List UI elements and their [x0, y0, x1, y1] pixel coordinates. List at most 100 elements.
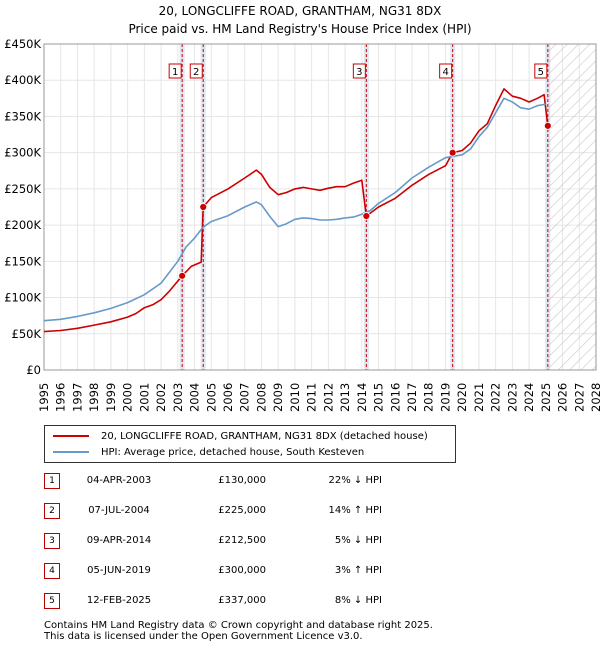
legend-swatch-property: [53, 435, 89, 437]
x-tick-label: 2008: [254, 383, 268, 412]
row-hpi-diff: 8% ↓ HPI: [334, 595, 382, 606]
sale-point: [543, 121, 552, 130]
x-tick-label: 2011: [305, 383, 319, 412]
transaction-label: 5: [538, 67, 544, 78]
x-tick-label: 2028: [589, 383, 600, 412]
table-row: 2 07-JUL-2004 £225,000 14% ↑ HPI: [44, 503, 464, 519]
transaction-label-box: [534, 63, 548, 79]
row-date: 09-APR-2014: [86, 535, 152, 546]
transaction-label-box: [439, 63, 453, 79]
chart-title-line2: Price paid vs. HM Land Registry's House …: [128, 22, 472, 36]
row-number-badge: 4: [44, 563, 60, 579]
x-tick-label: 2005: [204, 383, 218, 412]
x-tick-label: 2013: [338, 383, 352, 412]
plot-frame: [43, 43, 597, 371]
series-line-hpi: [43, 97, 546, 322]
transaction-label: 3: [356, 67, 362, 78]
row-price: £225,000: [218, 505, 266, 516]
sale-point: [362, 212, 371, 220]
series-line-property: [43, 88, 549, 333]
x-tick-label: 2021: [472, 383, 486, 412]
x-tick-label: 2023: [505, 383, 519, 412]
transaction-label: 4: [442, 67, 448, 78]
legend-swatch-hpi: [53, 451, 89, 453]
y-tick-label: £100K: [4, 291, 41, 305]
y-tick-label: £450K: [4, 37, 41, 51]
x-tick-label: 2014: [355, 383, 369, 412]
x-tick-label: 2025: [539, 383, 553, 412]
y-tick-label: £150K: [4, 254, 41, 268]
transaction-label-box: [352, 63, 366, 79]
row-date: 12-FEB-2025: [86, 595, 152, 606]
table-row: 4 05-JUN-2019 £300,000 3% ↑ HPI: [44, 563, 464, 579]
row-hpi-diff: 3% ↑ HPI: [334, 565, 382, 576]
x-tick-label: 2006: [221, 383, 235, 412]
y-tick-label: £350K: [4, 109, 41, 123]
footer-copyright: Contains HM Land Registry data © Crown c…: [44, 620, 433, 631]
row-hpi-diff: 5% ↓ HPI: [334, 535, 382, 546]
row-date: 07-JUL-2004: [88, 505, 150, 516]
y-tick-label: £50K: [12, 327, 42, 341]
x-tick-label: 2022: [489, 383, 503, 412]
transaction-label: 1: [172, 67, 178, 78]
x-tick-label: 2020: [455, 383, 469, 412]
x-tick-label: 2019: [438, 383, 452, 412]
legend-label-hpi: HPI: Average price, detached house, Sout…: [101, 446, 365, 458]
x-tick-label: 2010: [288, 383, 302, 412]
row-number-badge: 2: [44, 503, 60, 519]
x-tick-label: 1995: [37, 383, 51, 412]
transaction-label-box: [168, 63, 182, 79]
legend-item-hpi: HPI: Average price, detached house, Sout…: [53, 444, 364, 460]
x-tick-label: 2007: [238, 383, 252, 412]
x-tick-label: 2017: [405, 383, 419, 412]
x-tick-label: 2002: [154, 383, 168, 412]
sale-point: [199, 203, 208, 211]
row-number-badge: 5: [44, 593, 60, 609]
x-tick-label: 2015: [372, 383, 386, 412]
y-tick-label: £0: [26, 363, 41, 377]
x-tick-label: 2004: [188, 383, 202, 412]
table-row: 1 04-APR-2003 £130,000 22% ↓ HPI: [44, 473, 464, 489]
transaction-label-box: [189, 63, 203, 79]
x-tick-label: 2012: [321, 383, 335, 412]
row-price: £300,000: [218, 565, 266, 576]
row-price: £337,000: [218, 595, 266, 606]
row-price: £212,500: [218, 535, 266, 546]
x-tick-label: 2003: [171, 383, 185, 412]
plot-area: [44, 44, 596, 370]
x-tick-label: 1999: [104, 383, 118, 412]
row-hpi-diff: 22% ↓ HPI: [328, 475, 382, 486]
row-number-badge: 3: [44, 533, 60, 549]
y-tick-label: £200K: [4, 218, 41, 232]
x-tick-label: 2027: [572, 383, 586, 412]
legend-label-property: 20, LONGCLIFFE ROAD, GRANTHAM, NG31 8DX …: [101, 430, 428, 442]
table-row: 5 12-FEB-2025 £337,000 8% ↓ HPI: [44, 593, 464, 609]
x-tick-label: 1996: [54, 383, 68, 412]
sale-point: [448, 148, 457, 157]
x-tick-label: 2026: [556, 383, 570, 412]
forecast-hatch-area: [547, 44, 596, 370]
footer: Contains HM Land Registry data © Crown c…: [44, 620, 433, 642]
price-chart: £0 £50K £100K £150K £200K £250K £300K £350K £400…: [4, 37, 600, 412]
transaction-label: 2: [193, 67, 199, 78]
row-hpi-diff: 14% ↑ HPI: [328, 505, 382, 516]
x-tick-label: 2000: [121, 383, 135, 412]
x-tick-label: 2009: [271, 383, 285, 412]
x-tick-label: 2018: [422, 383, 436, 412]
x-tick-label: 1997: [70, 383, 84, 412]
y-tick-label: £400K: [4, 73, 41, 87]
chart-legend: 20, LONGCLIFFE ROAD, GRANTHAM, NG31 8DX …: [44, 425, 456, 463]
y-tick-label: £250K: [4, 182, 41, 196]
x-tick-label: 2016: [388, 383, 402, 412]
x-tick-label: 1998: [87, 383, 101, 412]
footer-license: This data is licensed under the Open Gov…: [44, 631, 363, 642]
legend-item-property: 20, LONGCLIFFE ROAD, GRANTHAM, NG31 8DX …: [53, 428, 428, 444]
row-date: 05-JUN-2019: [87, 565, 151, 576]
y-tick-label: £300K: [4, 146, 41, 160]
row-number-badge: 1: [44, 473, 60, 489]
x-tick-label: 2001: [137, 383, 151, 412]
row-date: 04-APR-2003: [86, 475, 152, 486]
x-tick-label: 2024: [522, 383, 536, 412]
row-price: £130,000: [218, 475, 266, 486]
chart-title-line1: 20, LONGCLIFFE ROAD, GRANTHAM, NG31 8DX: [158, 4, 442, 18]
